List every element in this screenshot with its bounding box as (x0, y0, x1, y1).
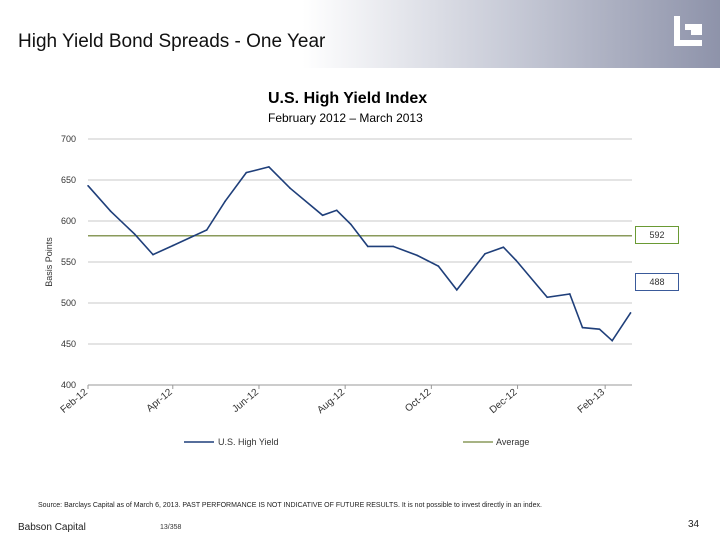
high-yield-data-point (224, 200, 226, 203)
high-yield-data-point (268, 166, 270, 168)
y-tick-label: 400 (61, 380, 76, 390)
x-tick-label: Feb-13 (576, 387, 608, 416)
source-note: Source: Barclays Capital as of March 6, … (38, 502, 542, 509)
y-tick-label: 600 (61, 216, 76, 226)
legend-label-average: Average (496, 437, 529, 447)
x-tick-label: Jun-12 (230, 387, 261, 415)
high-yield-data-point (392, 245, 395, 248)
x-tick-label: Feb-12 (59, 387, 91, 416)
high-yield-data-point (366, 245, 369, 248)
high-yield-data-point (598, 328, 601, 331)
high-yield-data-point (502, 246, 505, 249)
high-yield-data-point (321, 214, 324, 217)
page-number: 34 (688, 519, 700, 530)
high-yield-data-point (629, 312, 632, 314)
high-yield-data-point (205, 229, 208, 231)
high-yield-data-point (245, 171, 248, 174)
high-yield-data-point (611, 339, 614, 342)
high-yield-data-point (171, 244, 174, 247)
x-tick-label: Aug-12 (315, 387, 347, 416)
high-yield-data-point (87, 184, 89, 187)
high-yield-data-point (152, 253, 154, 256)
high-yield-data-point (416, 254, 419, 257)
high-yield-series-line (87, 166, 632, 342)
company-logo-icon (674, 16, 702, 46)
x-tick-label: Apr-12 (145, 387, 175, 415)
y-tick-label: 500 (61, 298, 76, 308)
legend-label-high-yield: U.S. High Yield (218, 437, 279, 447)
high-yield-data-point (581, 326, 584, 329)
high-yield-data-point (515, 259, 517, 262)
chart-subtitle: February 2012 – March 2013 (268, 111, 423, 125)
header-bar (0, 0, 720, 68)
high-yield-data-point (289, 187, 291, 189)
latest-value-callout: 488 (635, 272, 679, 291)
y-tick-label: 700 (61, 134, 76, 144)
average-value-callout: 592 (635, 225, 679, 244)
y-tick-label: 650 (61, 175, 76, 185)
slide-title: High Yield Bond Spreads - One Year (18, 31, 326, 52)
high-yield-data-point (437, 265, 440, 267)
y-tick-label: 450 (61, 339, 76, 349)
x-tick-label: Oct-12 (403, 387, 433, 415)
high-yield-data-point (133, 233, 136, 235)
footer-code: 13/358 (160, 524, 182, 531)
y-axis-label: Basis Points (44, 237, 54, 287)
x-tick-label: Dec-12 (488, 387, 520, 416)
y-tick-label: 550 (61, 257, 76, 267)
high-yield-data-point (569, 293, 571, 295)
high-yield-data-point (350, 223, 352, 226)
high-yield-data-point (455, 289, 458, 291)
high-yield-data-point (484, 253, 486, 255)
high-yield-data-point (109, 210, 112, 212)
footer-brand: Babson Capital (18, 522, 86, 533)
high-yield-data-point (335, 209, 338, 212)
high-yield-data-point (546, 296, 549, 299)
chart-title: U.S. High Yield Index (268, 90, 428, 107)
